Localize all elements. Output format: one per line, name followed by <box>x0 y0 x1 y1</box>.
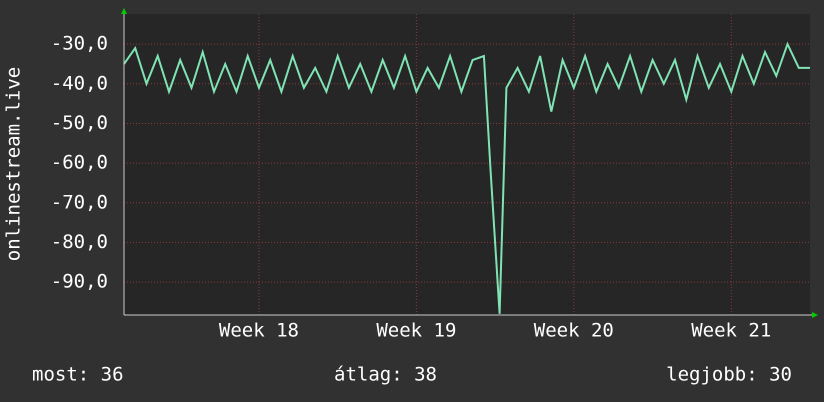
stat-current: most: 36 <box>32 364 124 386</box>
y-arrow <box>121 8 127 14</box>
x-tick-label: Week 21 <box>691 320 771 342</box>
x-tick-label: Week 18 <box>219 320 299 342</box>
x-arrow <box>812 312 818 318</box>
marks <box>123 14 810 315</box>
x-tick-label: Week 20 <box>534 320 614 342</box>
y-tick-label: -70,0 <box>51 191 108 213</box>
y-tick-label: -90,0 <box>51 271 108 293</box>
y-tick-label: -60,0 <box>51 152 108 174</box>
line-series <box>123 41 810 314</box>
stat-average: átlag: 38 <box>334 364 437 386</box>
y-axis-title: onlinestream.live <box>3 67 25 261</box>
y-tick-label: -30,0 <box>51 33 108 55</box>
x-tick-label: Week 19 <box>376 320 456 342</box>
y-tick-label: -40,0 <box>51 72 108 94</box>
plot-area <box>124 14 810 315</box>
y-tick-label: -50,0 <box>51 112 108 134</box>
stat-best: legjobb: 30 <box>666 364 792 386</box>
y-tick-label: -80,0 <box>51 231 108 253</box>
